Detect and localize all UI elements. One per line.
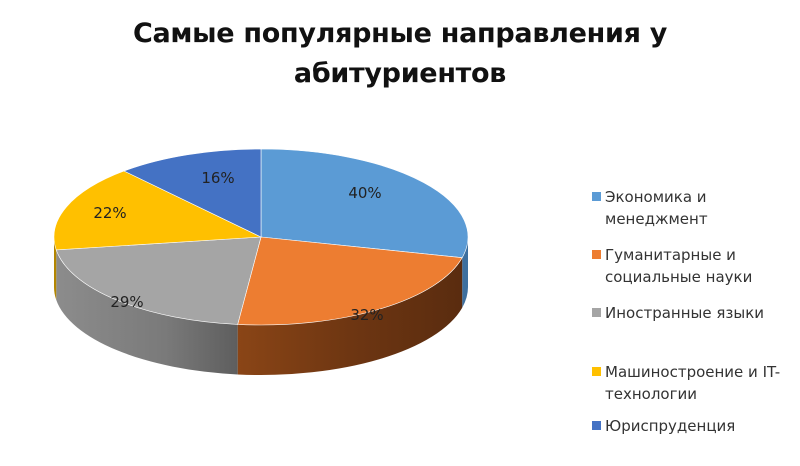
pie-slice-engineering[interactable] (53, 170, 263, 251)
pie-side-languages (56, 249, 238, 375)
legend-item-engineering: Машиностроение и IT-технологии (592, 361, 790, 405)
legend-label: Экономика и менеджмент (605, 188, 708, 228)
pie-side-humanities (237, 257, 463, 375)
pie-tops (53, 148, 469, 326)
legend-swatch (592, 192, 601, 201)
legend-swatch (592, 421, 601, 430)
pie-sides (54, 237, 468, 375)
pie-slice-law[interactable] (123, 148, 262, 238)
pie-side-engineering (54, 237, 57, 300)
pie-slice-economics[interactable] (260, 148, 469, 259)
pie-slice-languages[interactable] (55, 236, 262, 325)
slice-label-languages: 29% (110, 293, 143, 311)
slice-label-engineering: 22% (93, 204, 126, 222)
chart-title: Самые популярные направления у абитуриен… (132, 18, 668, 89)
legend-item-languages: Иностранные языки (592, 302, 790, 324)
legend-label: Машиностроение и IT-технологии (605, 363, 781, 403)
legend-item-humanities: Гуманитарные и социальные науки (592, 244, 790, 288)
legend-item-law: Юриспруденция (592, 415, 790, 437)
legend-swatch (592, 308, 601, 317)
legend-swatch (592, 250, 601, 259)
legend-label: Иностранные языки (605, 304, 765, 322)
pie-side-economics (462, 237, 468, 308)
legend-swatch (592, 367, 601, 376)
pie-slice-humanities[interactable] (237, 236, 463, 326)
slice-label-humanities: 32% (350, 306, 383, 324)
legend-label: Юриспруденция (605, 417, 736, 435)
legend-label: Гуманитарные и социальные науки (605, 246, 753, 286)
legend-item-economics: Экономика и менеджмент (592, 186, 790, 230)
slice-label-economics: 40% (348, 184, 381, 202)
slice-label-law: 16% (201, 169, 234, 187)
pie-labels: 40% 32% 29% 22% 16% (93, 169, 383, 324)
